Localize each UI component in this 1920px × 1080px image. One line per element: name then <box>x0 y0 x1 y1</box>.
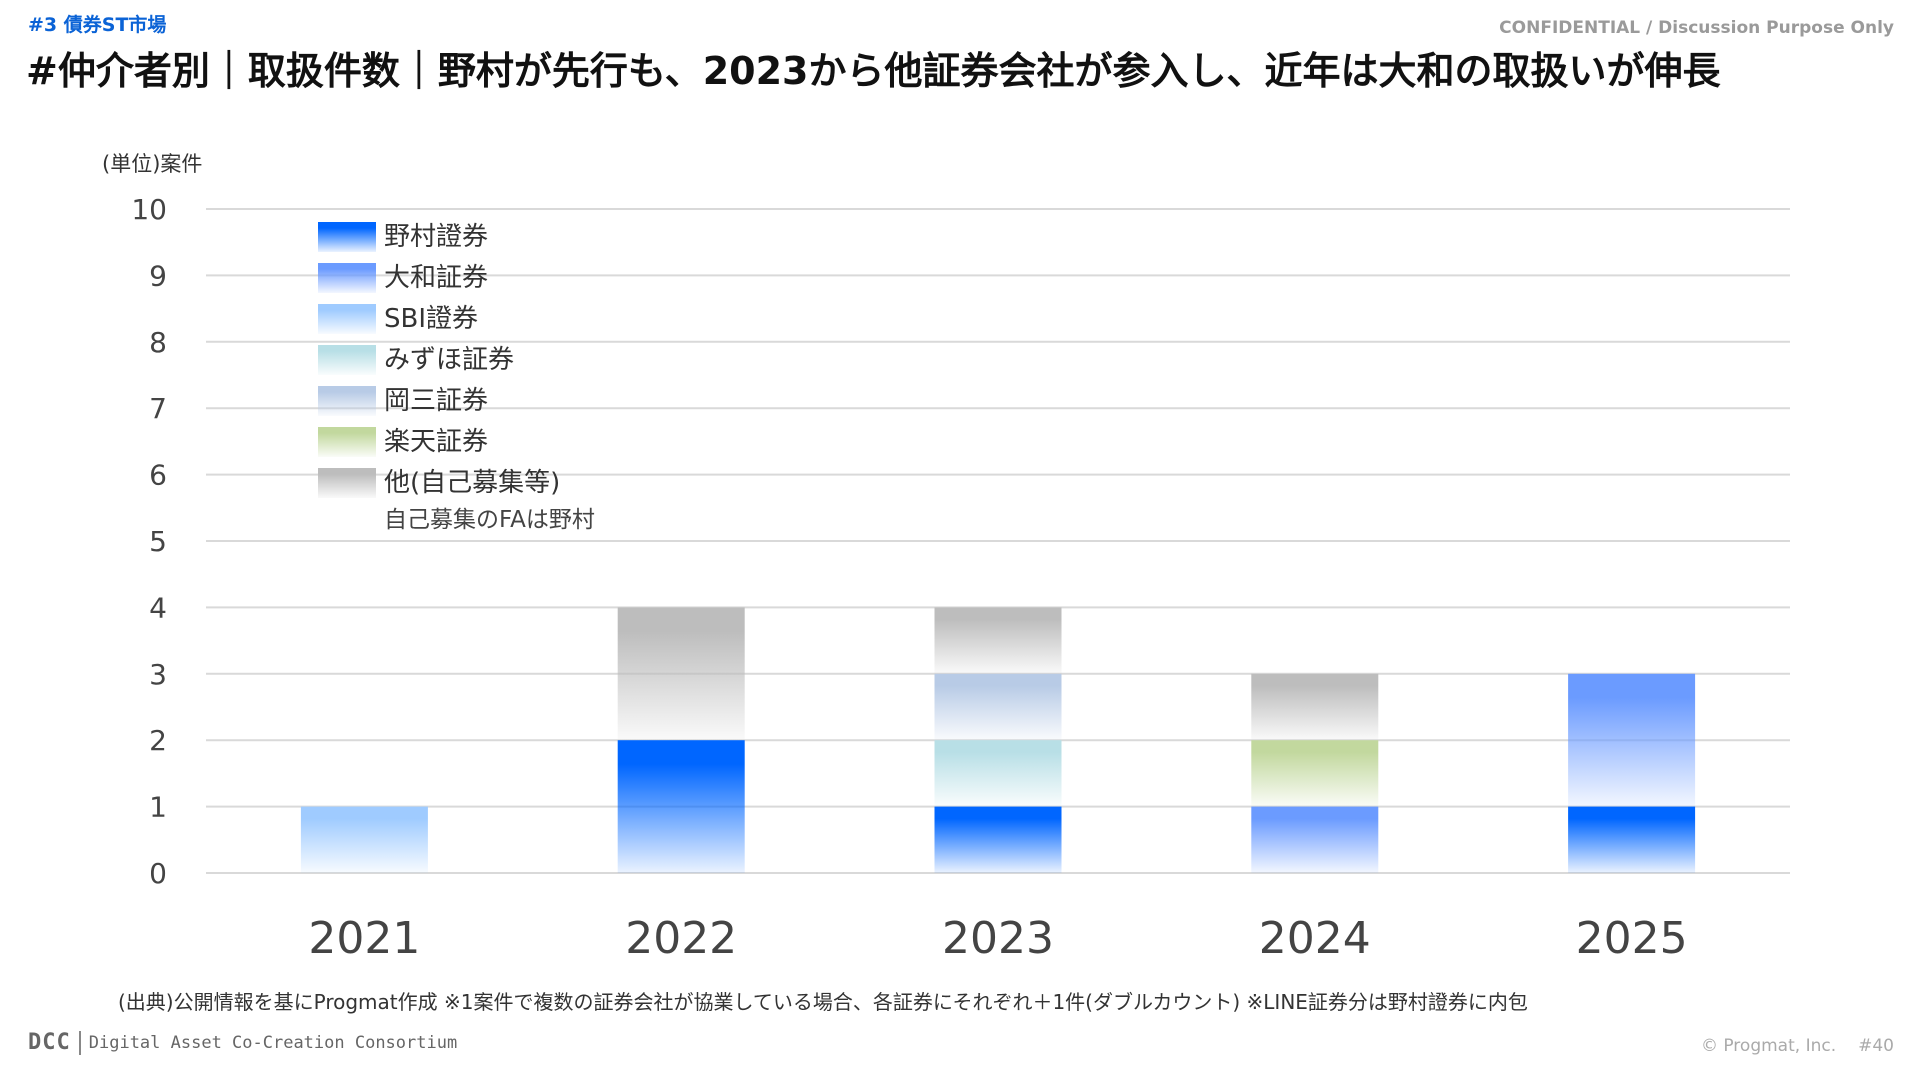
bar-segment-2022-6 <box>617 607 745 741</box>
y-tick-label: 0 <box>149 857 167 890</box>
y-tick-label: 7 <box>149 392 167 425</box>
legend-swatch <box>318 468 376 498</box>
source-note: (出典)公開情報を基にProgmat作成 ※1案件で複数の証券会社が協業している… <box>118 990 1528 1014</box>
bar-segment-2023-4 <box>934 673 1062 741</box>
legend-swatch <box>318 263 376 293</box>
legend-swatch <box>318 222 376 252</box>
bar-segment-2024-1 <box>1251 806 1379 873</box>
y-tick-label: 1 <box>149 791 167 824</box>
x-tick-label: 2024 <box>1259 913 1371 964</box>
legend-note: 自己募集のFAは野村 <box>384 507 595 533</box>
footer-copyright: © Progmat, Inc. #40 <box>1679 1036 1894 1056</box>
legend-label: 大和証券 <box>384 263 489 293</box>
footer-logo: DCC Digital Asset Co-Creation Consortium <box>28 1030 457 1055</box>
x-tick-label: 2022 <box>625 913 737 964</box>
y-tick-label: 9 <box>149 259 167 292</box>
logo-name: Digital Asset Co-Creation Consortium <box>88 1032 458 1053</box>
bar-segment-2025-0 <box>1568 806 1696 873</box>
legend-label: 他(自己募集等) <box>384 468 561 498</box>
bar-segment-2024-6 <box>1251 673 1379 741</box>
x-tick-label: 2025 <box>1576 913 1688 964</box>
legend-item: みずほ証券 <box>318 345 514 375</box>
y-tick-label: 3 <box>149 658 167 691</box>
legend-item: 楽天証券 <box>318 427 488 457</box>
copyright-text: © Progmat, Inc. <box>1700 1036 1837 1056</box>
x-tick-label: 2021 <box>308 913 420 964</box>
legend-label: 楽天証券 <box>384 427 489 457</box>
x-tick-label: 2023 <box>942 913 1054 964</box>
y-tick-label: 8 <box>149 326 167 359</box>
legend-item: 他(自己募集等) <box>318 468 560 498</box>
legend-swatch <box>318 427 376 457</box>
legend-swatch <box>318 304 376 334</box>
logo-divider <box>78 1030 81 1055</box>
page-title: #仲介者別｜取扱件数｜野村が先行も、2023から他証券会社が参入し、近年は大和の… <box>26 49 1721 93</box>
legend-item: 岡三証券 <box>318 386 488 416</box>
bar-segment-2023-6 <box>934 607 1062 674</box>
legend-label: みずほ証券 <box>384 345 515 375</box>
legend-swatch <box>318 386 376 416</box>
y-tick-label: 4 <box>149 591 167 624</box>
y-tick-label: 6 <box>149 459 167 492</box>
logo-mark: DCC <box>28 1030 71 1055</box>
y-tick-label: 2 <box>149 724 167 757</box>
y-tick-label: 10 <box>131 193 167 226</box>
legend-swatch <box>318 345 376 375</box>
bar-segment-2021-2 <box>300 806 428 873</box>
legend-item: SBI證券 <box>318 304 478 334</box>
page-number: #40 <box>1858 1036 1894 1056</box>
legend-label: 野村證券 <box>384 222 489 252</box>
y-axis-unit-label: (単位)案件 <box>102 152 203 176</box>
legend-item: 野村證券 <box>318 222 488 252</box>
y-tick-label: 5 <box>149 525 167 558</box>
bar-segment-2022-0 <box>617 740 745 873</box>
bar-segment-2024-5 <box>1251 740 1379 807</box>
legend-label: 岡三証券 <box>384 386 489 416</box>
section-tag: #3 債券ST市場 <box>28 14 167 36</box>
bar-segment-2023-3 <box>934 740 1062 807</box>
bar-segment-2023-0 <box>934 806 1062 873</box>
bar-segment-2025-1 <box>1568 673 1696 807</box>
legend-item: 大和証券 <box>318 263 488 293</box>
legend-label: SBI證券 <box>384 304 479 334</box>
confidential-label: CONFIDENTIAL / Discussion Purpose Only <box>1499 18 1894 38</box>
